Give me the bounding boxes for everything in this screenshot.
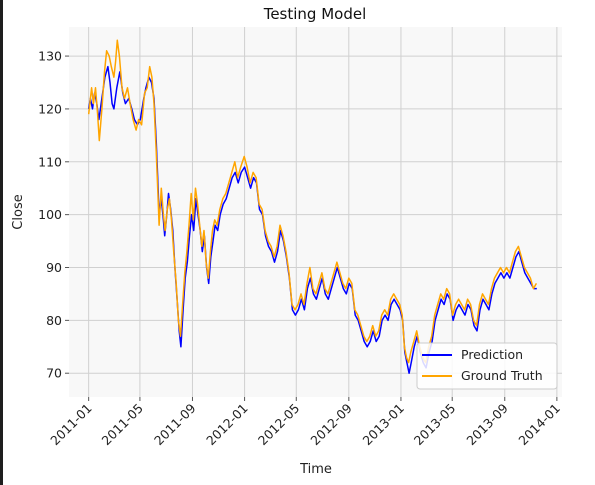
y-tick-label: 100 xyxy=(38,207,62,222)
y-tick-label: 90 xyxy=(46,260,62,275)
y-axis-title: Close xyxy=(11,194,26,229)
x-tick-label: 2012-05 xyxy=(255,401,303,449)
x-axis-title: Time xyxy=(299,462,332,477)
x-tick-label: 2011-05 xyxy=(98,401,146,449)
legend-label-ground-truth: Ground Truth xyxy=(461,368,543,383)
plot-area xyxy=(69,27,562,397)
y-tick-label: 110 xyxy=(38,154,62,169)
legend: Prediction Ground Truth xyxy=(416,342,558,390)
x-tick-label: 2014-01 xyxy=(515,401,563,449)
y-tick-label: 80 xyxy=(46,313,62,328)
legend-label-prediction: Prediction xyxy=(461,347,523,362)
x-tick-label: 2012-09 xyxy=(307,400,355,448)
x-tick-label: 2011-09 xyxy=(151,400,199,448)
chart-title: Testing Model xyxy=(263,5,367,23)
y-tick-label: 130 xyxy=(38,49,62,64)
series-line-ground-truth xyxy=(87,39,538,364)
x-tick-label: 2011-01 xyxy=(47,401,95,449)
y-tick-label: 70 xyxy=(46,366,62,381)
grid xyxy=(69,27,562,397)
y-tick-label: 120 xyxy=(38,101,62,116)
x-tick-label: 2012-01 xyxy=(203,401,251,449)
x-tick-label: 2013-01 xyxy=(360,401,408,449)
x-tick-label: 2013-05 xyxy=(411,401,459,449)
x-axis: 2011-01 2011-05 2011-09 2012-01 2012-05 2012-… xyxy=(47,397,563,448)
series-group xyxy=(87,39,538,374)
y-axis: 70 80 90 100 110 120 130 xyxy=(38,49,69,381)
x-tick-label: 2013-09 xyxy=(463,400,511,448)
window-edge xyxy=(0,0,3,485)
